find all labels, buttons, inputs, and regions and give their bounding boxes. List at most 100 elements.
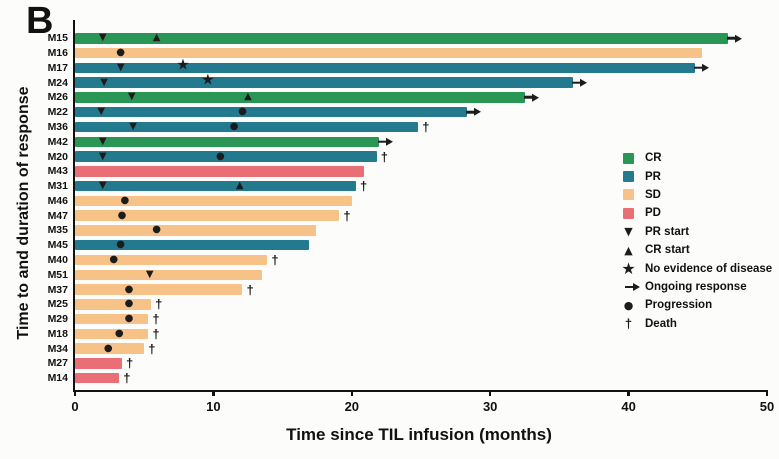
- circle-icon: ●: [623, 298, 634, 312]
- bar-M34: [75, 343, 145, 354]
- x-tick-label: 0: [71, 399, 79, 414]
- row-label-M42: M42: [47, 135, 68, 148]
- bar-M40: [75, 254, 268, 266]
- row-label-M16: M16: [47, 47, 68, 60]
- legend-item-pr-start: ▼ PR start: [621, 223, 772, 241]
- progression-marker: ●: [124, 313, 134, 325]
- legend-symbol-swatch-icon: [621, 152, 636, 165]
- bar-M18: [75, 328, 149, 340]
- x-axis-title: Time since TIL infusion (months): [286, 425, 552, 444]
- legend-item-pr: PR: [621, 167, 772, 185]
- legend-label: Death: [645, 317, 677, 330]
- legend-item-progression: ● Progression: [621, 296, 772, 314]
- legend-label: Ongoing response: [645, 280, 747, 293]
- x-tick-mark: [765, 390, 769, 396]
- legend-swatch-SD: [623, 189, 634, 201]
- bar-M31: [75, 180, 356, 192]
- legend-symbol-dagger-icon: †: [621, 317, 636, 330]
- x-tick-mark: [350, 390, 354, 396]
- ongoing-response-arrow-icon: [378, 140, 387, 144]
- x-tick-label: 20: [344, 399, 360, 414]
- row-label-M47: M47: [47, 209, 68, 222]
- row-label-M34: M34: [47, 342, 68, 355]
- row-label-M46: M46: [47, 194, 68, 207]
- death-dagger-icon: †: [152, 311, 160, 327]
- row-label-M20: M20: [47, 150, 68, 163]
- legend: CR PR SD PD ▼ PR start ▲ CR start ★ No evidence o…: [621, 149, 772, 333]
- pr-start-marker: ▼: [127, 91, 136, 103]
- bar-M14: [75, 372, 120, 384]
- progression-marker: ●: [116, 239, 126, 251]
- bar-M37: [75, 284, 243, 295]
- ongoing-response-arrow-icon: [523, 96, 532, 99]
- bar-M25: [75, 299, 152, 310]
- death-dagger-icon: †: [271, 252, 279, 268]
- death-dagger-icon: †: [246, 282, 254, 298]
- ongoing-response-arrow-icon: [572, 81, 581, 84]
- row-label-M22: M22: [47, 106, 68, 119]
- death-dagger-icon: †: [359, 178, 368, 194]
- legend-item-cr: CR: [621, 149, 772, 167]
- legend-swatch-PR: [623, 171, 634, 183]
- bar-M42: [75, 136, 380, 147]
- bar-M51: [75, 269, 262, 281]
- death-dagger-icon: †: [152, 326, 160, 342]
- progression-marker: ●: [117, 209, 127, 221]
- pr-start-marker: ▼: [98, 135, 107, 147]
- legend-label: PR start: [645, 225, 690, 238]
- death-dagger-icon: †: [343, 208, 351, 224]
- death-dagger-icon: †: [126, 355, 134, 371]
- row-label-M43: M43: [47, 165, 68, 178]
- row-label-M45: M45: [47, 239, 68, 252]
- death-dagger-icon: †: [148, 341, 156, 357]
- bar-M46: [75, 195, 352, 207]
- progression-marker: ●: [229, 120, 239, 132]
- pr-start-marker: ▼: [98, 32, 107, 44]
- bar-M47: [75, 210, 340, 221]
- legend-symbol-circle-icon: ●: [621, 299, 636, 312]
- x-tick-mark: [627, 390, 630, 396]
- row-label-M29: M29: [47, 313, 68, 326]
- death-dagger-icon: †: [123, 370, 131, 386]
- bar-M22: [75, 106, 467, 118]
- pr-start-marker: ▼: [100, 76, 108, 88]
- cr-start-marker: ▲: [244, 91, 252, 103]
- legend-symbol-swatch-icon: [621, 170, 636, 183]
- triangle-down-icon: ▼: [624, 225, 633, 239]
- legend-label: Progression: [645, 299, 713, 312]
- legend-label: PR: [645, 170, 661, 183]
- bar-M45: [75, 239, 309, 251]
- ned-marker: ★: [201, 70, 215, 89]
- pr-start-marker: ▼: [129, 120, 137, 132]
- pr-start-marker: ▼: [116, 61, 125, 73]
- bar-M27: [75, 358, 123, 369]
- row-label-M14: M14: [47, 372, 68, 385]
- legend-label: CR start: [645, 244, 690, 257]
- cr-start-marker: ▲: [152, 32, 161, 44]
- pr-start-marker: ▼: [98, 150, 107, 162]
- bar-M36: [75, 121, 419, 133]
- bar-M17: [75, 62, 696, 74]
- bar-M16: [75, 47, 702, 59]
- legend-item-ongoing-response: Ongoing response: [621, 278, 772, 296]
- progression-marker: ●: [124, 283, 134, 295]
- progression-marker: ●: [120, 194, 130, 206]
- legend-symbol-swatch-icon: [621, 188, 636, 201]
- plot-area: ▼ ▲ ● ▼ ★ ▼ ★ ▼ ▲ ▼ ● ▼ ● † ▼ ▼ ● † ▼ ▲ † ● ● † ● ● ● † ▼ ● † ● † ● † ● † ● † †…: [71, 20, 774, 414]
- row-label-M37: M37: [47, 283, 68, 296]
- row-label-M26: M26: [47, 91, 68, 104]
- bar-M15: [75, 33, 729, 44]
- legend-symbol-triangle-down-icon: ▼: [621, 225, 636, 238]
- legend-symbol-star-icon: ★: [621, 260, 636, 276]
- x-tick-mark: [73, 390, 77, 396]
- ongoing-response-arrow-icon: [694, 66, 703, 70]
- progression-marker: ●: [103, 342, 113, 354]
- x-tick-label: 40: [621, 399, 636, 414]
- progression-marker: ●: [124, 298, 134, 310]
- row-label-M51: M51: [47, 268, 68, 281]
- legend-item-pd: PD: [621, 204, 772, 222]
- row-label-M17: M17: [47, 61, 68, 74]
- legend-label: SD: [645, 188, 661, 201]
- bar-M20: [75, 151, 377, 162]
- arrow-icon: [624, 285, 633, 289]
